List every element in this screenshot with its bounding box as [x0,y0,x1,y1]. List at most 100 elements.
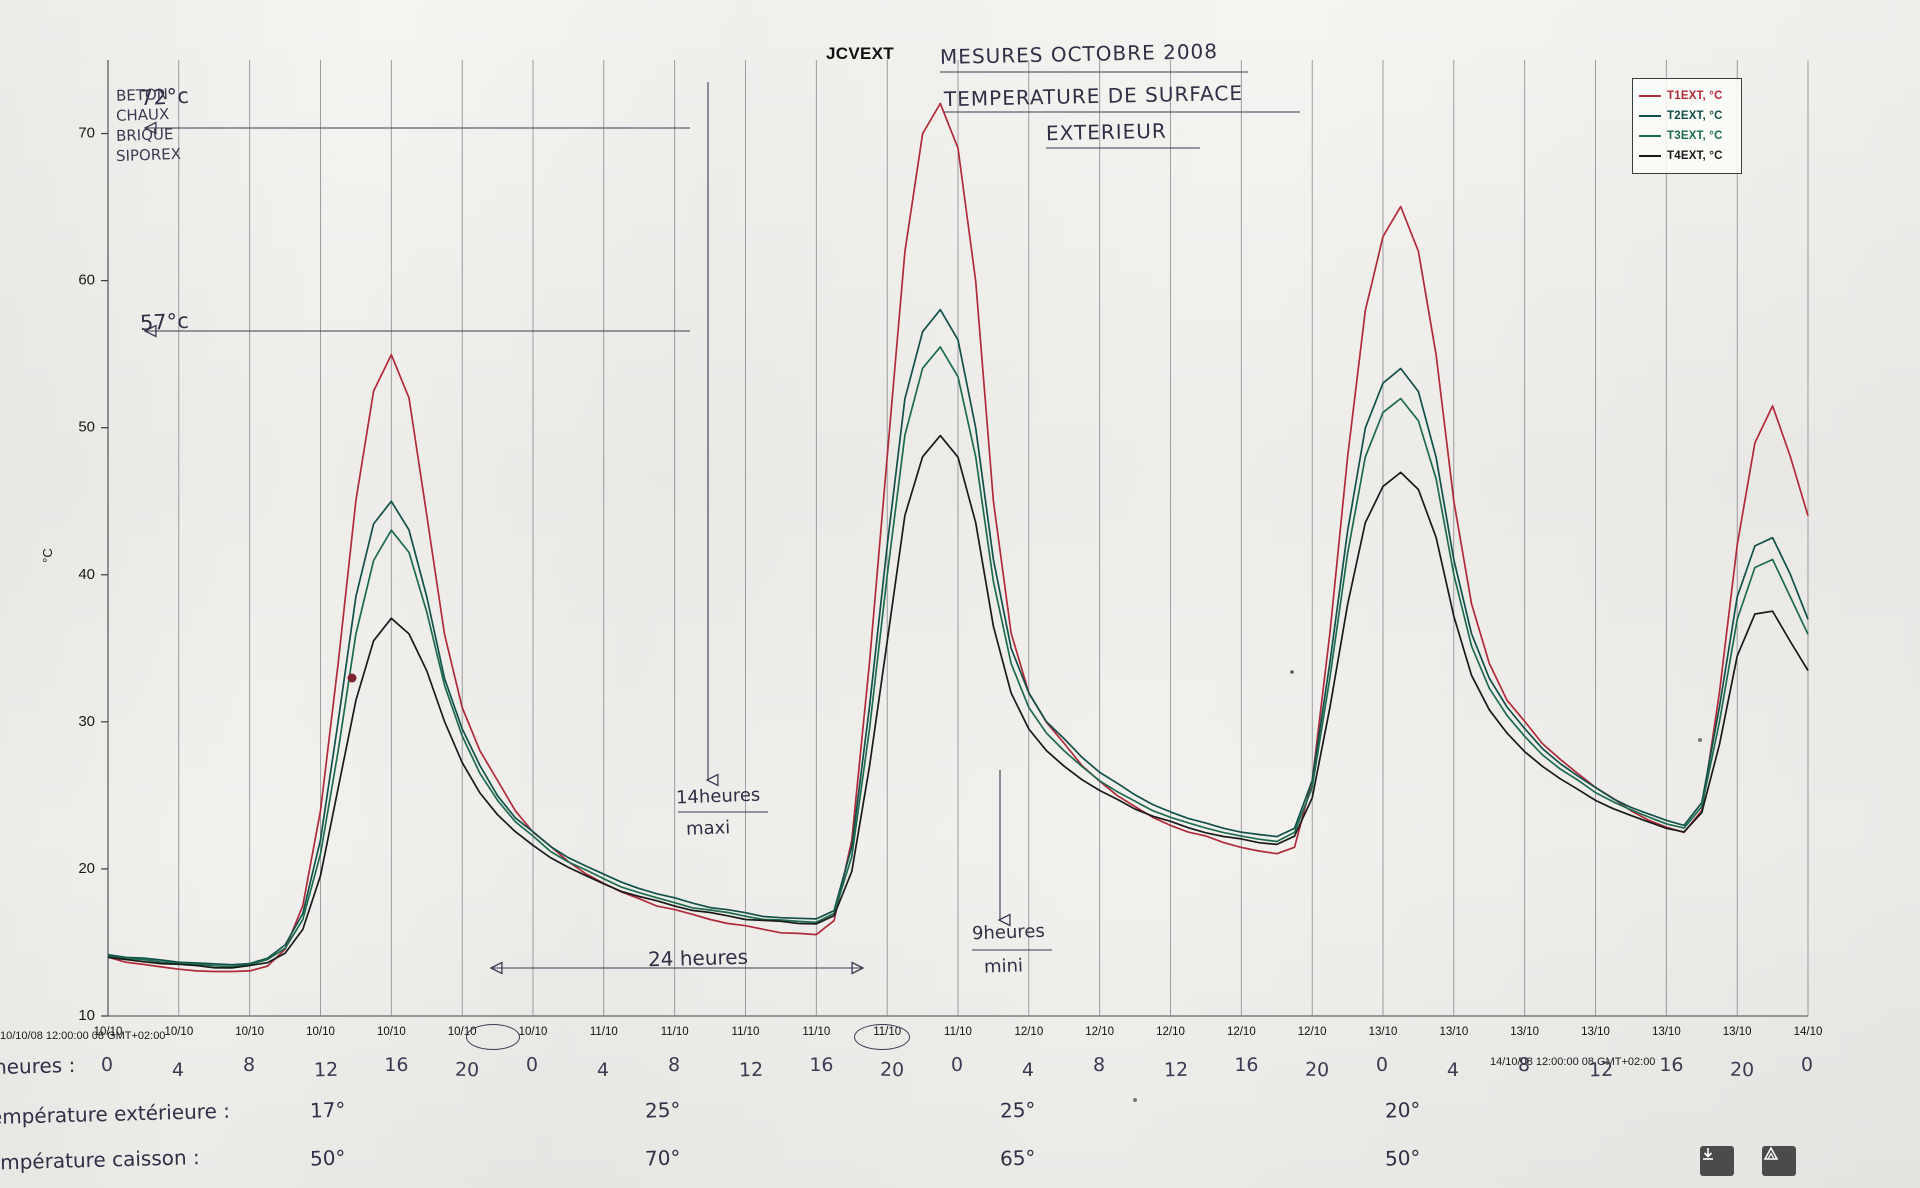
x-tick-label: 10/10 [306,1026,335,1038]
handwritten-title-line3: EXTERIEUR [1045,118,1168,146]
x-tick-label: 10/10 [164,1026,194,1038]
handwritten-hour: 16 [809,1054,834,1076]
legend-color-swatch [1639,115,1661,117]
callout-maxi-hours: 14heures [675,784,761,809]
x-tick-label: 13/10 [1722,1026,1752,1038]
handwritten-hour: 12 [1163,1058,1188,1082]
x-tick-label: 11/10 [589,1026,618,1038]
x-tick-label: 12/10 [1297,1026,1327,1038]
temp-exterieure-value: 20° [1384,1097,1421,1123]
handwritten-hour: 4 [1446,1059,1459,1081]
x-tick-label: 14/10 [1793,1026,1823,1038]
legend-label: T1EXT, °C [1667,90,1723,102]
handwritten-hour: 16 [384,1054,409,1076]
temp-exterieure-value: 25° [644,1097,681,1123]
handwritten-hour: 4 [596,1059,609,1081]
temp-caisson-value: 50° [309,1145,346,1171]
x-tick-label: 10/10 [518,1026,548,1038]
x-tick-label: 13/10 [1439,1026,1469,1038]
x-tick-label: 12/10 [1226,1026,1256,1038]
callout-mini-hours: 9heures [971,920,1046,945]
download-icon [1703,1148,1713,1160]
handwritten-hour: 12 [313,1058,338,1082]
series-line-t4ext [107,434,1809,969]
legend-item-4: T4EXT, °C [1639,146,1735,166]
x-axis-end-label: 14/10/08 12:00:00 08 GMT+02:00 [1490,1056,1656,1068]
legend-annotation-4: SIPOREX [115,144,182,166]
x-tick-label: 10/10 [235,1026,265,1038]
handwritten-hour: 8 [1517,1053,1531,1077]
svg-text:30: 30 [78,713,95,730]
handwritten-hour: 0 [525,1053,539,1077]
handwritten-hour: 0 [950,1053,964,1077]
callout-57c: 57°c [139,308,190,336]
handwritten-hour: 20 [454,1058,480,1082]
svg-text:20: 20 [78,860,95,877]
drive-button[interactable] [1762,1146,1796,1176]
y-axis-label: °C [39,548,55,563]
circled-tick-12-10 [854,1024,910,1050]
temp-exterieure-value: 25° [999,1097,1036,1123]
callout-maxi-label: maxi [685,817,731,840]
legend-item-1: T1EXT, °C [1639,86,1735,106]
legend-label: T3EXT, °C [1667,130,1723,142]
callout-mini-label: mini [983,955,1024,978]
row-label-heures: heures : [0,1052,76,1080]
handwritten-hour: 20 [1729,1058,1755,1082]
chart-legend: T1EXT, °C T2EXT, °C T3EXT, °C T4EXT, °C [1632,78,1742,174]
handwritten-hour: 0 [100,1053,114,1077]
series-line-t2ext [107,308,1809,966]
svg-text:40: 40 [78,566,95,583]
temp-caisson-value: 65° [999,1145,1036,1171]
series-line-t1ext [107,102,1809,973]
svg-text:10: 10 [78,1007,95,1024]
handwritten-hour: 20 [879,1058,905,1082]
x-tick-label: 11/10 [802,1026,831,1038]
temp-caisson-value: 50° [1384,1145,1421,1171]
temp-caisson-value: 70° [644,1145,681,1171]
x-tick-label: 13/10 [1581,1026,1610,1038]
x-tick-label: 12/10 [1085,1026,1115,1038]
download-button[interactable] [1700,1146,1734,1176]
handwritten-hour: 12 [738,1058,763,1082]
x-tick-label: 11/10 [660,1026,689,1038]
x-tick-label: 12/10 [1156,1026,1185,1038]
handwritten-hour: 16 [1659,1054,1684,1076]
x-tick-label: 13/10 [1651,1026,1681,1038]
handwritten-hour: 12 [1588,1058,1613,1082]
x-tick-label: 11/10 [944,1026,972,1038]
drive-icon [1763,1146,1779,1160]
handwritten-hour: 8 [667,1053,681,1077]
legend-label: T2EXT, °C [1667,110,1723,122]
x-tick-label: 12/10 [1014,1026,1044,1038]
handwritten-hour: 8 [1092,1053,1106,1077]
handwritten-hour: 4 [171,1059,184,1081]
legend-item-3: T3EXT, °C [1639,126,1735,146]
callout-24-heures: 24 heures [647,944,749,972]
svg-text:70: 70 [78,125,95,142]
x-tick-label: 13/10 [1510,1026,1540,1038]
legend-annotation-3: BRIQUE [115,125,174,145]
x-tick-label: 10/10 [93,1026,123,1038]
handwritten-hour: 8 [242,1053,256,1077]
chart-header-label: JCVEXT [826,44,894,63]
svg-text:60: 60 [78,272,95,289]
handwritten-hour: 16 [1234,1054,1259,1076]
circled-tick-11-10 [466,1024,520,1050]
legend-annotation-1: BETON [115,85,169,105]
temp-exterieure-value: 17° [309,1097,346,1123]
x-tick-label: 10/10 [376,1026,406,1038]
handwritten-hour: 4 [1021,1059,1034,1081]
handwritten-hour: 20 [1304,1058,1330,1082]
legend-color-swatch [1639,135,1661,137]
legend-color-swatch [1639,95,1661,97]
handwritten-hour: 0 [1375,1053,1389,1077]
x-tick-label: 13/10 [1368,1026,1398,1038]
legend-annotation-2: CHAUX [115,105,170,125]
x-tick-label: 11/10 [731,1026,760,1038]
legend-item-2: T2EXT, °C [1639,106,1735,126]
x-axis-start-label: 10/10/08 12:00:00 08 GMT+02:00 [0,1030,166,1042]
